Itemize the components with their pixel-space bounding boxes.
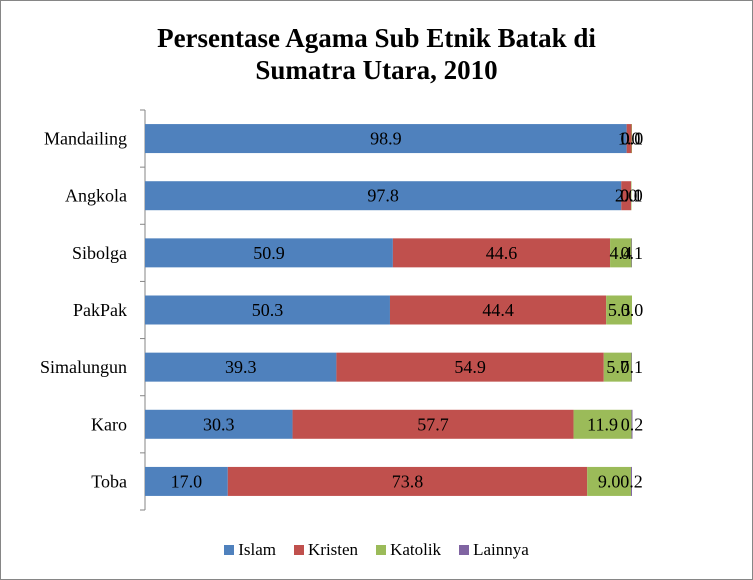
data-label-islam-simalungun: 39.3 <box>225 357 257 377</box>
data-label-katolik-angkola: 0.1 <box>620 186 643 206</box>
bar-lainnya-toba <box>631 466 632 496</box>
data-label-lainnya-karo: 0.2 <box>621 414 644 434</box>
data-label-kristen-toba: 73.8 <box>392 471 424 491</box>
data-label-lainnya-toba: 0.2 <box>620 471 643 491</box>
bar-kristen-sibolga <box>392 238 611 268</box>
bar-islam-simalungun <box>145 352 337 382</box>
y-tick-label-angkola: Angkola <box>65 186 127 206</box>
legend-swatch-lainnya <box>459 545 470 555</box>
data-label-kristen-karo: 57.7 <box>417 414 449 434</box>
bar-kristen-angkola <box>621 181 632 211</box>
legend-item-kristen: Kristen <box>294 540 358 560</box>
legend-label-lainnya: Lainnya <box>473 540 529 559</box>
data-label-islam-sibolga: 50.9 <box>253 243 285 263</box>
legend-item-islam: Islam <box>224 540 276 560</box>
bar-kristen-simalungun <box>336 352 604 382</box>
data-label-islam-toba: 17.0 <box>171 471 203 491</box>
bar-islam-sibolga <box>145 238 393 268</box>
legend-label-kristen: Kristen <box>308 540 359 559</box>
data-label-islam-pakpak: 50.3 <box>252 300 284 320</box>
bar-islam-pakpak <box>145 295 390 325</box>
data-label-katolik-sibolga: 4.4 <box>610 243 633 263</box>
data-label-islam-angkola: 97.8 <box>367 186 399 206</box>
data-label-lainnya-pakpak: 0.0 <box>621 300 644 320</box>
data-label-kristen-pakpak: 44.4 <box>482 300 514 320</box>
y-tick-label-sibolga: Sibolga <box>72 243 127 263</box>
data-label-lainnya-sibolga: 0.1 <box>621 243 644 263</box>
data-label-kristen-sibolga: 44.6 <box>486 243 518 263</box>
data-label-lainnya-simalungun: 0.1 <box>621 357 644 377</box>
legend-item-lainnya: Lainnya <box>459 540 529 560</box>
y-tick-label-mandailing: Mandailing <box>44 129 127 149</box>
bar-kristen-mandailing <box>626 124 632 154</box>
data-label-islam-mandailing: 98.9 <box>370 129 402 149</box>
bar-islam-mandailing <box>145 124 627 154</box>
bar-islam-toba <box>145 466 228 496</box>
bar-kristen-karo <box>292 409 574 439</box>
bar-islam-angkola <box>145 181 622 211</box>
y-tick-label-simalungun: Simalungun <box>40 357 127 377</box>
y-tick-label-toba: Toba <box>91 471 127 491</box>
data-label-lainnya-mandailing: 0.0 <box>621 129 644 149</box>
y-tick-label-pakpak: PakPak <box>73 300 127 320</box>
data-label-katolik-pakpak: 5.3 <box>608 300 631 320</box>
data-label-kristen-angkola: 2.0 <box>615 186 638 206</box>
legend-swatch-katolik <box>376 545 387 555</box>
bar-kristen-toba <box>227 466 588 496</box>
bar-katolik-toba <box>587 466 632 496</box>
legend-swatch-kristen <box>294 545 305 555</box>
chart-title-line-2: Sumatra Utara, 2010 <box>255 55 498 85</box>
y-tick-label-karo: Karo <box>91 414 127 434</box>
chart-title-line-1: Persentase Agama Sub Etnik Batak di <box>157 23 596 53</box>
data-label-lainnya-angkola: 0.0 <box>620 186 643 206</box>
bar-katolik-simalungun <box>603 352 632 382</box>
bar-lainnya-karo <box>631 409 633 439</box>
legend-swatch-islam <box>224 545 235 555</box>
data-label-katolik-toba: 9.0 <box>598 471 621 491</box>
bar-katolik-sibolga <box>610 238 632 268</box>
bar-kristen-pakpak <box>389 295 607 325</box>
chart-legend: Islam Kristen Katolik Lainnya <box>0 540 753 560</box>
bar-islam-karo <box>145 409 293 439</box>
data-label-katolik-karo: 11.9 <box>587 414 618 434</box>
data-label-katolik-simalungun: 5.7 <box>606 357 629 377</box>
data-label-katolik-mandailing: 0.1 <box>621 129 644 149</box>
bar-katolik-pakpak <box>606 295 632 325</box>
legend-label-katolik: Katolik <box>390 540 442 559</box>
bar-katolik-karo <box>573 409 632 439</box>
data-label-kristen-mandailing: 1.0 <box>618 129 641 149</box>
data-label-islam-karo: 30.3 <box>203 414 235 434</box>
legend-item-katolik: Katolik <box>376 540 441 560</box>
chart-title: Persentase Agama Sub Etnik Batak di Suma… <box>0 22 753 86</box>
data-label-kristen-simalungun: 54.9 <box>454 357 486 377</box>
legend-label-islam: Islam <box>238 540 277 559</box>
